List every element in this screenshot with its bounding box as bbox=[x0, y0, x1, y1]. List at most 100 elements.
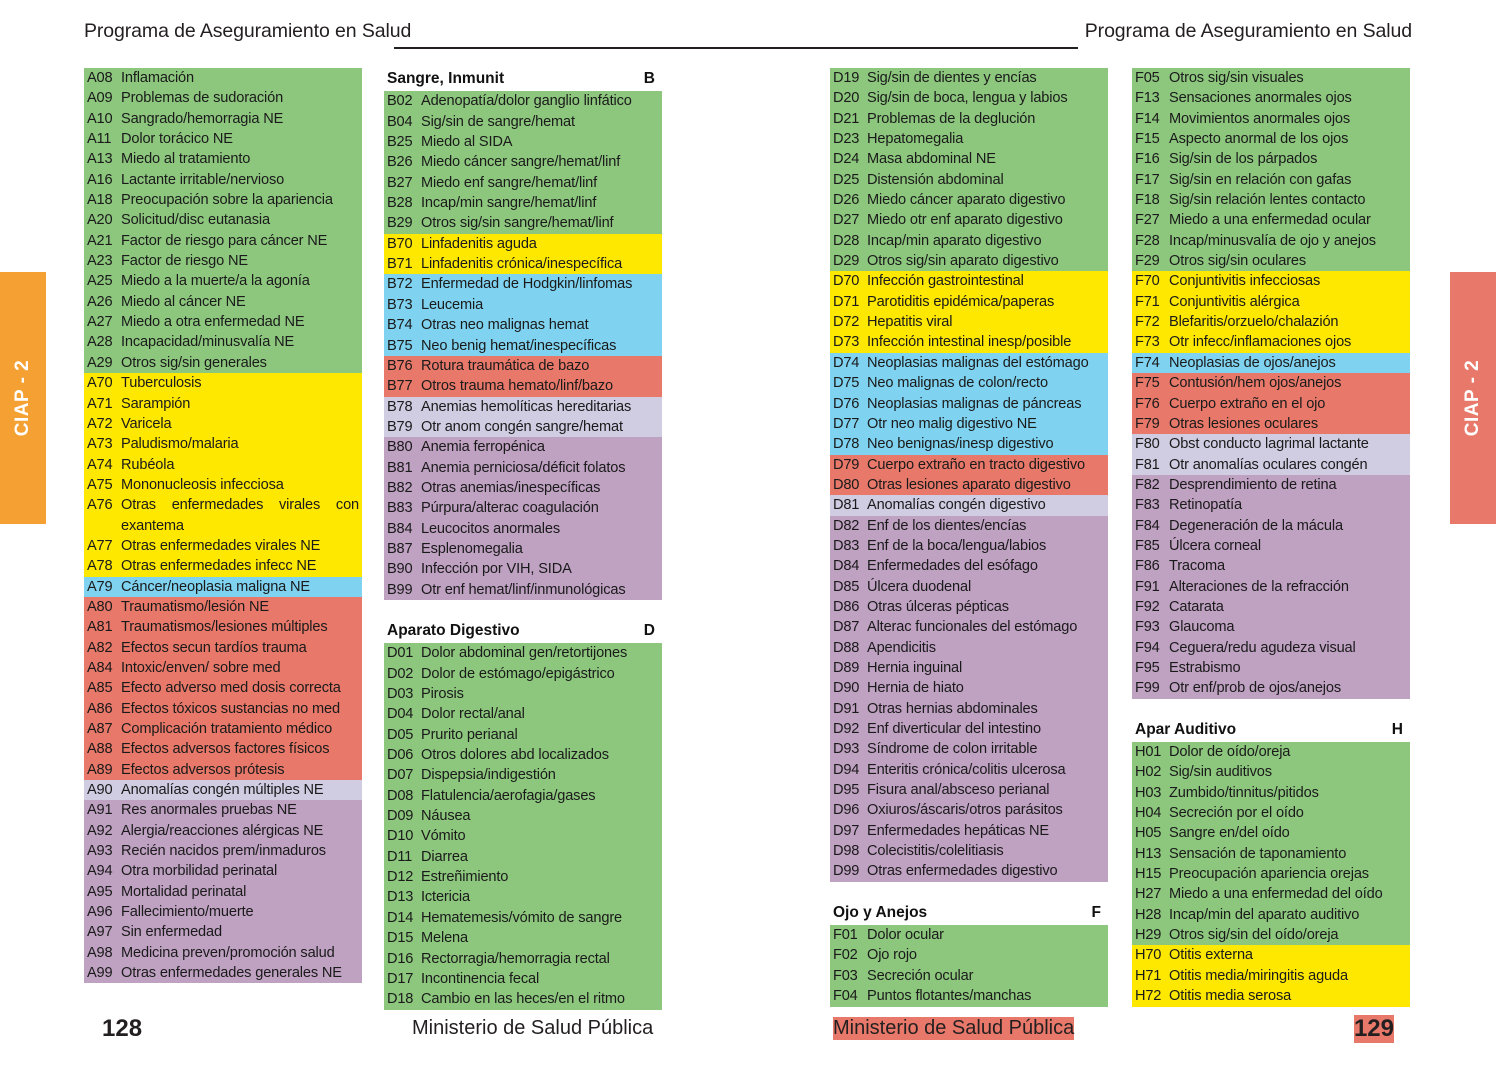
code-row[interactable]: A78 Otras enfermedades infecc NE bbox=[84, 556, 362, 576]
code-row[interactable]: A71 Sarampión bbox=[84, 394, 362, 414]
code-row[interactable]: F03 Secreción ocular bbox=[830, 966, 1108, 986]
code-row[interactable]: A87 Complicación tratamiento médico bbox=[84, 719, 362, 739]
code-row[interactable]: B04 Sig/sin de sangre/hemat bbox=[384, 112, 662, 132]
code-row[interactable]: H28 Incap/min del aparato auditivo bbox=[1132, 905, 1410, 925]
code-row[interactable]: H01 Dolor de oído/oreja bbox=[1132, 742, 1410, 762]
code-row[interactable]: A09 Problemas de sudoración bbox=[84, 88, 362, 108]
code-row[interactable]: F18 Sig/sin relación lentes contacto bbox=[1132, 190, 1410, 210]
code-row[interactable]: B78 Anemias hemolíticas hereditarias bbox=[384, 397, 662, 417]
code-row[interactable]: F84 Degeneración de la mácula bbox=[1132, 516, 1410, 536]
code-row[interactable]: D72 Hepatitis viral bbox=[830, 312, 1108, 332]
code-row[interactable]: D78 Neo benignas/inesp digestivo bbox=[830, 434, 1108, 454]
code-row[interactable]: F99 Otr enf/prob de ojos/anejos bbox=[1132, 678, 1410, 698]
code-row[interactable]: A93 Recién nacidos prem/inmaduros bbox=[84, 841, 362, 861]
code-row[interactable]: A89 Efectos adversos prótesis bbox=[84, 760, 362, 780]
code-row[interactable]: F16 Sig/sin de los párpados bbox=[1132, 149, 1410, 169]
code-row[interactable]: D87 Alterac funcionales del estómago bbox=[830, 617, 1108, 637]
code-row[interactable]: B02 Adenopatía/dolor ganglio linfático bbox=[384, 91, 662, 111]
code-row[interactable]: H05 Sangre en/del oído bbox=[1132, 823, 1410, 843]
code-row[interactable]: D98 Colecistitis/colelitiasis bbox=[830, 841, 1108, 861]
code-row[interactable]: F75 Contusión/hem ojos/anejos bbox=[1132, 373, 1410, 393]
code-row[interactable]: F72 Blefaritis/orzuelo/chalazión bbox=[1132, 312, 1410, 332]
code-row[interactable]: A86 Efectos tóxicos sustancias no med bbox=[84, 699, 362, 719]
code-row[interactable]: D94 Enteritis crónica/colitis ulcerosa bbox=[830, 760, 1108, 780]
code-row[interactable]: F85 Úlcera corneal bbox=[1132, 536, 1410, 556]
code-row[interactable]: F70 Conjuntivitis infecciosas bbox=[1132, 271, 1410, 291]
code-row[interactable]: D99 Otras enfermedades digestivo bbox=[830, 861, 1108, 881]
code-row[interactable]: A82 Efectos secun tardíos trauma bbox=[84, 638, 362, 658]
code-row[interactable]: D07 Dispepsia/indigestión bbox=[384, 765, 662, 785]
code-row[interactable]: D25 Distensión abdominal bbox=[830, 170, 1108, 190]
code-row[interactable]: D88 Apendicitis bbox=[830, 638, 1108, 658]
code-row[interactable]: D79 Cuerpo extraño en tracto digestivo bbox=[830, 455, 1108, 475]
code-row[interactable]: H02 Sig/sin auditivos bbox=[1132, 762, 1410, 782]
code-row[interactable]: B25 Miedo al SIDA bbox=[384, 132, 662, 152]
code-row[interactable]: A16 Lactante irritable/nervioso bbox=[84, 170, 362, 190]
code-row[interactable]: H13 Sensación de taponamiento bbox=[1132, 844, 1410, 864]
code-row[interactable]: D90 Hernia de hiato bbox=[830, 678, 1108, 698]
code-row[interactable]: F28 Incap/minusvalía de ojo y anejos bbox=[1132, 231, 1410, 251]
code-row[interactable]: A29 Otros sig/sin generales bbox=[84, 353, 362, 373]
code-row[interactable]: B29 Otros sig/sin sangre/hemat/linf bbox=[384, 213, 662, 233]
code-row[interactable]: B26 Miedo cáncer sangre/hemat/linf bbox=[384, 152, 662, 172]
code-row[interactable]: D04 Dolor rectal/anal bbox=[384, 704, 662, 724]
code-row[interactable]: F27 Miedo a una enfermedad ocular bbox=[1132, 210, 1410, 230]
code-row[interactable]: F76 Cuerpo extraño en el ojo bbox=[1132, 394, 1410, 414]
code-row[interactable]: B74 Otras neo malignas hemat bbox=[384, 315, 662, 335]
code-row[interactable]: B75 Neo benig hemat/inespecíficas bbox=[384, 336, 662, 356]
code-row[interactable]: H72 Otitis media serosa bbox=[1132, 986, 1410, 1006]
code-row[interactable]: D82 Enf de los dientes/encías bbox=[830, 516, 1108, 536]
code-row[interactable]: A74 Rubéola bbox=[84, 455, 362, 475]
code-row[interactable]: F74 Neoplasias de ojos/anejos bbox=[1132, 353, 1410, 373]
code-row[interactable]: D80 Otras lesiones aparato digestivo bbox=[830, 475, 1108, 495]
code-row[interactable]: D10 Vómito bbox=[384, 826, 662, 846]
code-row[interactable]: A20 Solicitud/disc eutanasia bbox=[84, 210, 362, 230]
code-row[interactable]: B72 Enfermedad de Hodgkin/linfomas bbox=[384, 274, 662, 294]
code-row[interactable]: H04 Secreción por el oído bbox=[1132, 803, 1410, 823]
code-row[interactable]: A26 Miedo al cáncer NE bbox=[84, 292, 362, 312]
code-row[interactable]: D12 Estreñimiento bbox=[384, 867, 662, 887]
code-row[interactable]: A73 Paludismo/malaria bbox=[84, 434, 362, 454]
code-row[interactable]: F15 Aspecto anormal de los ojos bbox=[1132, 129, 1410, 149]
code-row[interactable]: D83 Enf de la boca/lengua/labios bbox=[830, 536, 1108, 556]
code-row[interactable]: D27 Miedo otr enf aparato digestivo bbox=[830, 210, 1108, 230]
code-row[interactable]: B81 Anemia perniciosa/déficit folatos bbox=[384, 458, 662, 478]
code-row[interactable]: F13 Sensaciones anormales ojos bbox=[1132, 88, 1410, 108]
code-row[interactable]: D85 Úlcera duodenal bbox=[830, 577, 1108, 597]
code-row[interactable]: A13 Miedo al tratamiento bbox=[84, 149, 362, 169]
code-row[interactable]: F81 Otr anomalías oculares congén bbox=[1132, 455, 1410, 475]
code-row[interactable]: F82 Desprendimiento de retina bbox=[1132, 475, 1410, 495]
code-row[interactable]: D02 Dolor de estómago/epigástrico bbox=[384, 664, 662, 684]
code-row[interactable]: D29 Otros sig/sin aparato digestivo bbox=[830, 251, 1108, 271]
code-row[interactable]: F14 Movimientos anormales ojos bbox=[1132, 109, 1410, 129]
code-row[interactable]: A70 Tuberculosis bbox=[84, 373, 362, 393]
code-row[interactable]: A85 Efecto adverso med dosis correcta bbox=[84, 678, 362, 698]
code-row[interactable]: F05 Otros sig/sin visuales bbox=[1132, 68, 1410, 88]
code-row[interactable]: H71 Otitis media/miringitis aguda bbox=[1132, 966, 1410, 986]
code-row[interactable]: F95 Estrabismo bbox=[1132, 658, 1410, 678]
code-row[interactable]: A91 Res anormales pruebas NE bbox=[84, 800, 362, 820]
code-row[interactable]: F91 Alteraciones de la refracción bbox=[1132, 577, 1410, 597]
code-row[interactable]: B99 Otr enf hemat/linf/inmunológicas bbox=[384, 580, 662, 600]
code-row[interactable]: D18 Cambio en las heces/en el ritmo bbox=[384, 989, 662, 1009]
code-row[interactable]: D26 Miedo cáncer aparato digestivo bbox=[830, 190, 1108, 210]
code-row[interactable]: D86 Otras úlceras pépticas bbox=[830, 597, 1108, 617]
code-row[interactable]: A98 Medicina preven/promoción salud bbox=[84, 943, 362, 963]
code-row[interactable]: A25 Miedo a la muerte/a la agonía bbox=[84, 271, 362, 291]
code-row[interactable]: B90 Infección por VIH, SIDA bbox=[384, 559, 662, 579]
code-row[interactable]: D03 Pirosis bbox=[384, 684, 662, 704]
code-row[interactable]: F93 Glaucoma bbox=[1132, 617, 1410, 637]
code-row[interactable]: D11 Diarrea bbox=[384, 847, 662, 867]
code-row[interactable]: H15 Preocupación apariencia orejas bbox=[1132, 864, 1410, 884]
code-row[interactable]: D92 Enf diverticular del intestino bbox=[830, 719, 1108, 739]
code-row[interactable]: A88 Efectos adversos factores físicos bbox=[84, 739, 362, 759]
code-row[interactable]: D01 Dolor abdominal gen/retortijones bbox=[384, 643, 662, 663]
code-row[interactable]: H29 Otros sig/sin del oído/oreja bbox=[1132, 925, 1410, 945]
code-row[interactable]: A84 Intoxic/enven/ sobre med bbox=[84, 658, 362, 678]
code-row[interactable]: F94 Ceguera/redu agudeza visual bbox=[1132, 638, 1410, 658]
code-row[interactable]: D08 Flatulencia/aerofagia/gases bbox=[384, 786, 662, 806]
code-row[interactable]: F92 Catarata bbox=[1132, 597, 1410, 617]
code-row[interactable]: A90 Anomalías congén múltiples NE bbox=[84, 780, 362, 800]
code-row[interactable]: D23 Hepatomegalia bbox=[830, 129, 1108, 149]
code-row[interactable]: A11 Dolor torácico NE bbox=[84, 129, 362, 149]
